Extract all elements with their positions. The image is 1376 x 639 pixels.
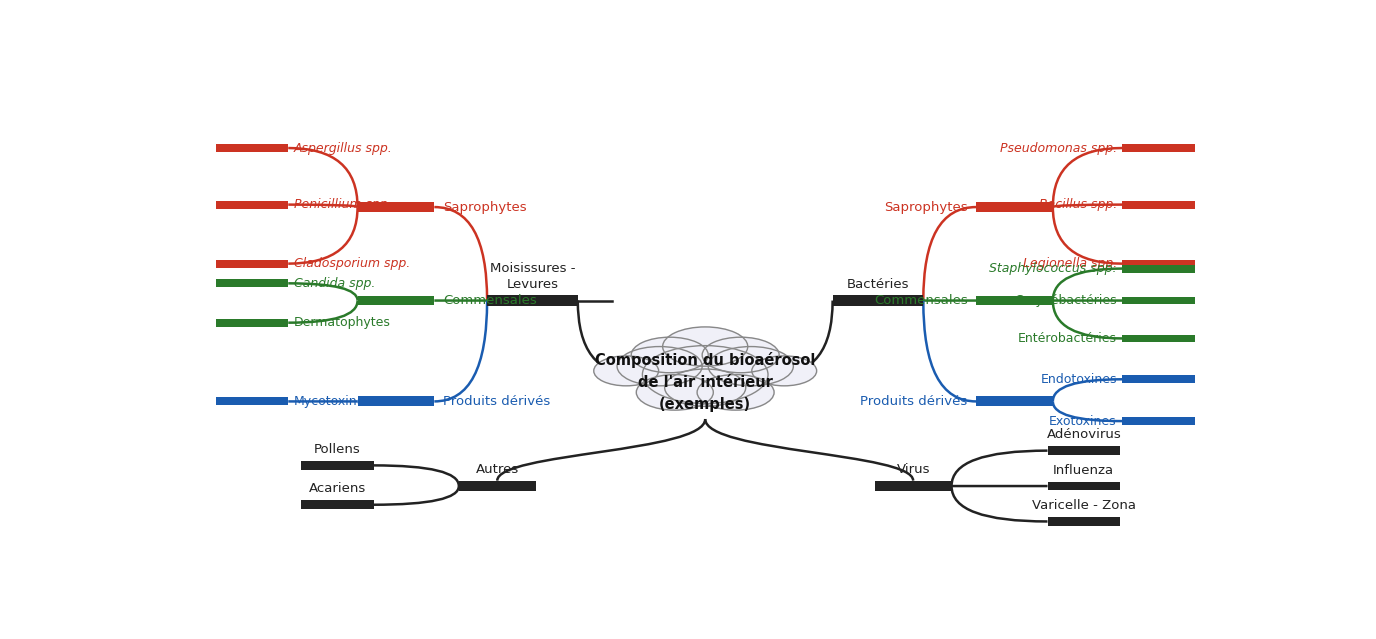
Text: Candida spp.: Candida spp. <box>293 277 374 290</box>
Text: Composition du bioaérosol
de l'air intérieur
(exemples): Composition du bioaérosol de l'air intér… <box>594 351 816 412</box>
Circle shape <box>665 369 746 406</box>
FancyBboxPatch shape <box>358 202 435 212</box>
Circle shape <box>709 346 794 386</box>
FancyBboxPatch shape <box>1123 375 1194 383</box>
Text: Bactéries: Bactéries <box>846 278 910 291</box>
FancyBboxPatch shape <box>487 295 578 306</box>
FancyBboxPatch shape <box>976 396 1053 406</box>
Text: Produits dérivés: Produits dérivés <box>860 395 967 408</box>
Text: Autres: Autres <box>476 463 519 475</box>
FancyBboxPatch shape <box>1047 517 1120 526</box>
Text: Cladosporium spp.: Cladosporium spp. <box>293 257 410 270</box>
Text: Entérobactéries: Entérobactéries <box>1018 332 1117 345</box>
FancyBboxPatch shape <box>1047 446 1120 455</box>
FancyBboxPatch shape <box>216 319 288 327</box>
FancyBboxPatch shape <box>1123 201 1194 208</box>
Text: Produits dérivés: Produits dérivés <box>443 395 550 408</box>
Text: Bacillus spp.: Bacillus spp. <box>1039 198 1117 211</box>
Text: Varicelle - Zona: Varicelle - Zona <box>1032 499 1135 512</box>
Text: Exotoxines: Exotoxines <box>1050 415 1117 427</box>
FancyBboxPatch shape <box>976 296 1053 305</box>
FancyBboxPatch shape <box>216 144 288 152</box>
Text: Commensales: Commensales <box>874 294 967 307</box>
FancyBboxPatch shape <box>458 481 535 491</box>
FancyBboxPatch shape <box>358 296 435 305</box>
Circle shape <box>636 374 713 410</box>
Text: Penicillium spp.: Penicillium spp. <box>293 198 391 211</box>
Circle shape <box>643 346 768 404</box>
Text: Virus: Virus <box>896 463 930 475</box>
FancyBboxPatch shape <box>875 481 952 491</box>
FancyBboxPatch shape <box>976 202 1053 212</box>
FancyBboxPatch shape <box>832 295 923 306</box>
FancyBboxPatch shape <box>1123 259 1194 268</box>
Circle shape <box>751 356 816 386</box>
FancyBboxPatch shape <box>1123 144 1194 152</box>
Text: Endotoxines: Endotoxines <box>1040 373 1117 386</box>
Text: Corynébactéries: Corynébactéries <box>1014 294 1117 307</box>
Text: Mycotoxines: Mycotoxines <box>293 395 372 408</box>
Circle shape <box>632 337 709 373</box>
Text: Legionella spp.: Legionella spp. <box>1022 257 1117 270</box>
FancyBboxPatch shape <box>1123 334 1194 343</box>
FancyBboxPatch shape <box>216 259 288 268</box>
FancyBboxPatch shape <box>216 279 288 288</box>
Text: Acariens: Acariens <box>308 482 366 495</box>
Text: Adénovirus: Adénovirus <box>1046 428 1121 442</box>
Text: Pollens: Pollens <box>314 443 361 456</box>
Text: Staphylococcus spp.: Staphylococcus spp. <box>989 262 1117 275</box>
Circle shape <box>702 337 779 373</box>
Circle shape <box>698 374 775 410</box>
FancyBboxPatch shape <box>301 500 373 509</box>
FancyBboxPatch shape <box>216 201 288 208</box>
FancyBboxPatch shape <box>1123 417 1194 425</box>
Text: Pseudomonas spp.: Pseudomonas spp. <box>1000 141 1117 155</box>
Text: Commensales: Commensales <box>443 294 537 307</box>
Text: Influenza: Influenza <box>1053 464 1115 477</box>
Text: Saprophytes: Saprophytes <box>443 201 527 213</box>
Text: Dermatophytes: Dermatophytes <box>293 316 391 329</box>
Circle shape <box>594 356 659 386</box>
Circle shape <box>663 327 747 366</box>
FancyBboxPatch shape <box>1123 296 1194 305</box>
FancyBboxPatch shape <box>1047 482 1120 491</box>
Circle shape <box>616 346 702 386</box>
Text: Moisissures -
Levures: Moisissures - Levures <box>490 262 575 291</box>
FancyBboxPatch shape <box>1123 265 1194 272</box>
Text: Aspergillus spp.: Aspergillus spp. <box>293 141 392 155</box>
Text: Saprophytes: Saprophytes <box>883 201 967 213</box>
FancyBboxPatch shape <box>358 396 435 406</box>
FancyBboxPatch shape <box>301 461 373 470</box>
FancyBboxPatch shape <box>216 397 288 405</box>
